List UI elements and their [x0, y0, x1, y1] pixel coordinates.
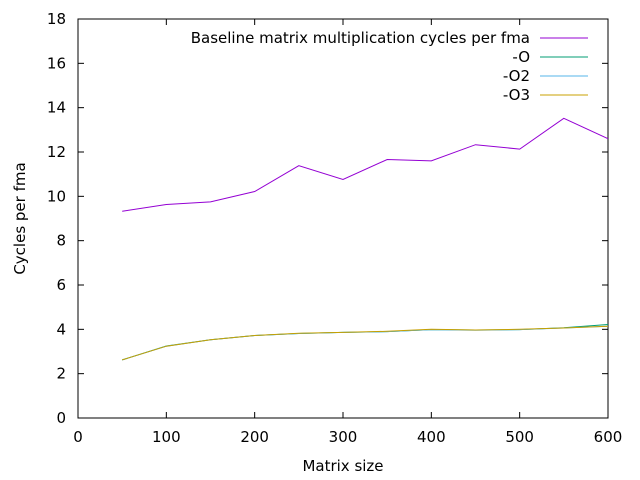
legend: Baseline matrix multiplication cycles pe…: [191, 29, 588, 104]
legend-label-2: -O2: [503, 67, 530, 85]
y-tick-label: 14: [47, 99, 66, 117]
series-line-3: [122, 325, 609, 361]
series-line-2: [122, 325, 609, 361]
y-tick-label: 10: [47, 187, 66, 205]
x-tick-label: 300: [329, 428, 358, 446]
x-tick-label: 400: [417, 428, 446, 446]
y-tick-label: 2: [56, 365, 66, 383]
y-tick-label: 12: [47, 143, 66, 161]
x-tick-label: 600: [594, 428, 623, 446]
series-lines: [122, 117, 609, 361]
x-tick-label: 200: [240, 428, 269, 446]
x-axis-label: Matrix size: [302, 457, 383, 475]
series-line-0: [122, 117, 609, 212]
x-tick-label: 100: [152, 428, 181, 446]
legend-label-3: -O3: [503, 86, 530, 104]
y-tick-label: 18: [47, 10, 66, 28]
axis-ticks: 0 100 200 300 400 500 600 0 2 4 6 8 10 12 14 16 18: [47, 10, 622, 446]
x-tick-label: 0: [73, 428, 83, 446]
y-tick-label: 6: [56, 276, 66, 294]
legend-label-0: Baseline matrix multiplication cycles pe…: [191, 29, 530, 47]
y-tick-label: 16: [47, 54, 66, 72]
y-axis-label: Cycles per fma: [11, 162, 29, 274]
y-tick-label: 0: [56, 409, 66, 427]
x-tick-label: 500: [505, 428, 534, 446]
legend-label-1: -O: [512, 48, 530, 66]
y-tick-label: 4: [56, 320, 66, 338]
y-tick-label: 8: [56, 232, 66, 250]
